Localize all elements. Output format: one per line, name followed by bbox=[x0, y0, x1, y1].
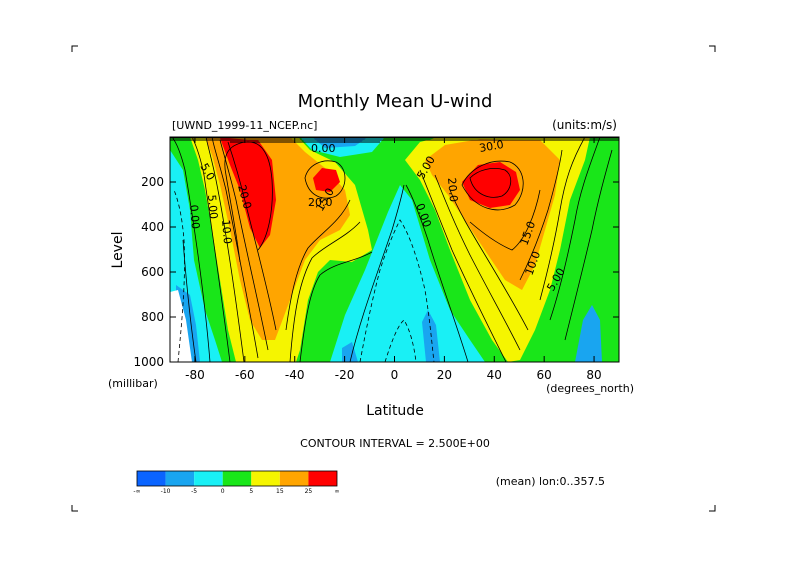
y-tick-label: 800 bbox=[141, 310, 164, 324]
colorbar-swatch bbox=[194, 471, 223, 486]
colorbar-tick-label: 25 bbox=[305, 488, 313, 495]
chart-title: Monthly Mean U-wind bbox=[298, 91, 493, 112]
contour-label: 10.0 bbox=[219, 219, 234, 245]
colorbar-swatch bbox=[222, 471, 252, 486]
y-axis-title: Level bbox=[110, 232, 126, 269]
colorbar-tick-label: -5 bbox=[191, 488, 197, 495]
y-units-label: (millibar) bbox=[108, 377, 158, 390]
contour-label: 20.0 bbox=[235, 183, 254, 210]
x-tick-label: 80 bbox=[586, 368, 601, 382]
contour-label: 20.0 bbox=[308, 196, 333, 209]
contour-interval: CONTOUR INTERVAL = 2.500E+00 bbox=[300, 437, 490, 450]
contour-label: 0.00 bbox=[187, 204, 202, 230]
y-tick-label: 1000 bbox=[133, 355, 164, 369]
colorbar-swatch bbox=[165, 471, 195, 486]
file-label: [UWND_1999-11_NCEP.nc] bbox=[172, 119, 317, 132]
contour-label: 0.00 bbox=[311, 142, 336, 155]
colorbar-tick-label: -10 bbox=[161, 488, 171, 495]
colorbar-tick-label: 15 bbox=[276, 488, 284, 495]
x-tick-label: -20 bbox=[335, 368, 355, 382]
x-tick-label: 40 bbox=[487, 368, 502, 382]
fill-band-neg10-neg5-tropics-2 bbox=[342, 342, 358, 362]
y-tick-label: 400 bbox=[141, 220, 164, 234]
colorbar-swatch bbox=[308, 471, 337, 486]
fill-band-15-25-north bbox=[425, 139, 560, 290]
colorbar-tick-label: 0 bbox=[221, 488, 225, 495]
x-tick-label: -60 bbox=[235, 368, 255, 382]
colorbar-swatch bbox=[137, 471, 166, 486]
x-tick-label: -80 bbox=[185, 368, 205, 382]
x-tick-label: 60 bbox=[537, 368, 552, 382]
colorbar: -∞ -10 -5 0 5 15 25 ∞ bbox=[133, 470, 340, 495]
x-tick-label: 0 bbox=[391, 368, 399, 382]
colorbar-swatch bbox=[279, 471, 309, 486]
colorbar-tick-label: ∞ bbox=[335, 488, 340, 495]
colorbar-frame bbox=[136, 470, 338, 487]
crop-marks bbox=[71, 45, 716, 512]
y-tick-label: 200 bbox=[141, 175, 164, 189]
x-units-label: (degrees_north) bbox=[546, 382, 634, 395]
units-label: (units:m/s) bbox=[552, 118, 617, 132]
plot-area bbox=[170, 137, 619, 362]
contour-label: 20.0 bbox=[445, 177, 460, 203]
fill-band-neg10-neg5-right bbox=[575, 305, 602, 362]
y-axis: 200 400 600 800 1000 bbox=[133, 175, 619, 369]
mean-note: (mean) lon:0..357.5 bbox=[496, 475, 605, 488]
colorbar-tick-label: -∞ bbox=[133, 488, 140, 495]
fill-band-25plus-subtropical bbox=[313, 168, 340, 192]
contour-label: 30.0 bbox=[478, 138, 504, 155]
y-tick-label: 600 bbox=[141, 265, 164, 279]
x-tick-label: 20 bbox=[437, 368, 452, 382]
x-tick-label: -40 bbox=[285, 368, 305, 382]
fill-band-25plus-south bbox=[220, 138, 276, 248]
colorbar-swatch bbox=[251, 471, 280, 486]
colorbar-tick-label: 5 bbox=[249, 488, 253, 495]
x-axis-title: Latitude bbox=[366, 403, 424, 419]
contour-label: 5.00 bbox=[205, 194, 220, 220]
x-axis: -80 -60 -40 -20 0 20 40 60 80 bbox=[185, 137, 602, 382]
negative-contours bbox=[173, 189, 435, 362]
